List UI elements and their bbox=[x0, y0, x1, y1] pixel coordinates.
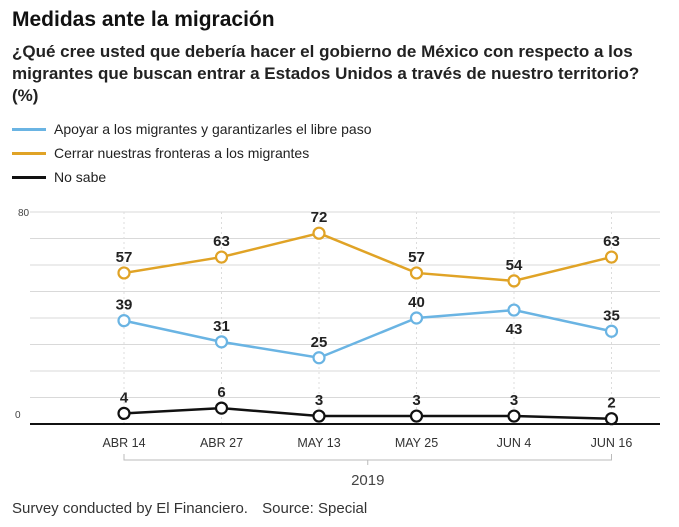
series-line bbox=[123, 308, 612, 360]
legend: Apoyar a los migrantes y garantizarles e… bbox=[12, 117, 372, 189]
data-point bbox=[312, 226, 326, 240]
data-point bbox=[507, 274, 521, 288]
x-axis-label: 2019 bbox=[351, 472, 384, 489]
data-point bbox=[604, 324, 619, 338]
data-label: 31 bbox=[213, 318, 230, 335]
legend-swatch-apoyar bbox=[12, 127, 46, 131]
data-label: 57 bbox=[116, 249, 133, 266]
survey-note: Survey conducted by El Financiero. bbox=[12, 500, 248, 517]
data-label: 63 bbox=[213, 233, 230, 250]
data-label: 4 bbox=[120, 389, 129, 406]
legend-label-apoyar: Apoyar a los migrantes y garantizarles e… bbox=[54, 121, 372, 137]
data-point bbox=[214, 401, 229, 415]
data-point bbox=[312, 409, 326, 423]
source-note: Source: Special bbox=[262, 500, 368, 517]
data-point bbox=[507, 409, 521, 423]
legend-swatch-no-sabe bbox=[12, 175, 46, 179]
data-label: 35 bbox=[603, 307, 620, 324]
legend-swatch-cerrar bbox=[12, 151, 46, 155]
data-point bbox=[214, 335, 229, 349]
data-label: 57 bbox=[408, 249, 425, 266]
data-point bbox=[117, 314, 131, 328]
legend-item-apoyar: Apoyar a los migrantes y garantizarles e… bbox=[12, 117, 372, 141]
data-label: 40 bbox=[408, 294, 425, 311]
data-label: 3 bbox=[510, 392, 518, 409]
x-tick-label: MAY 13 bbox=[297, 436, 340, 450]
data-label: 43 bbox=[506, 321, 523, 338]
line-chart: 80 0 ABR 14 ABR 27 MAY 13 MAY 25 JUN 4 JUN 16 20… bbox=[15, 208, 660, 489]
series-line bbox=[123, 406, 612, 420]
legend-label-cerrar: Cerrar nuestras fronteras a los migrante… bbox=[54, 145, 310, 161]
legend-label-no-sabe: No sabe bbox=[54, 169, 107, 185]
data-point bbox=[312, 351, 326, 365]
data-label: 2 bbox=[607, 395, 615, 412]
x-tick-label: ABR 14 bbox=[102, 436, 145, 450]
data-point bbox=[604, 412, 619, 426]
data-point bbox=[409, 409, 424, 423]
legend-item-no-sabe: No sabe bbox=[12, 165, 372, 189]
data-point bbox=[409, 266, 424, 280]
data-label: 72 bbox=[311, 209, 328, 226]
data-point bbox=[214, 250, 229, 264]
data-label: 3 bbox=[412, 392, 420, 409]
data-point bbox=[117, 406, 131, 420]
data-label: 3 bbox=[315, 392, 323, 409]
data-label: 25 bbox=[311, 334, 328, 351]
data-label: 63 bbox=[603, 233, 620, 250]
data-label: 54 bbox=[506, 257, 523, 274]
x-tick-label: JUN 16 bbox=[591, 436, 633, 450]
data-point bbox=[604, 250, 619, 264]
data-label: 39 bbox=[116, 297, 133, 314]
y-tick-label: 0 bbox=[15, 410, 21, 421]
data-point bbox=[117, 266, 131, 280]
chart-title: Medidas ante la migración bbox=[12, 8, 275, 31]
y-tick-label: 80 bbox=[18, 208, 30, 219]
data-point bbox=[409, 311, 424, 325]
data-point bbox=[507, 303, 521, 317]
chart-subtitle: ¿Qué cree usted que debería hacer el gob… bbox=[12, 42, 640, 105]
legend-item-cerrar: Cerrar nuestras fronteras a los migrante… bbox=[12, 141, 372, 165]
series-line bbox=[123, 231, 612, 283]
year-bracket bbox=[123, 454, 612, 461]
data-label: 6 bbox=[217, 384, 225, 401]
x-tick-label: ABR 27 bbox=[200, 436, 243, 450]
footer: Survey conducted by El Financiero. Sourc… bbox=[12, 500, 377, 517]
x-tick-label: JUN 4 bbox=[497, 436, 532, 450]
x-tick-label: MAY 25 bbox=[395, 436, 438, 450]
